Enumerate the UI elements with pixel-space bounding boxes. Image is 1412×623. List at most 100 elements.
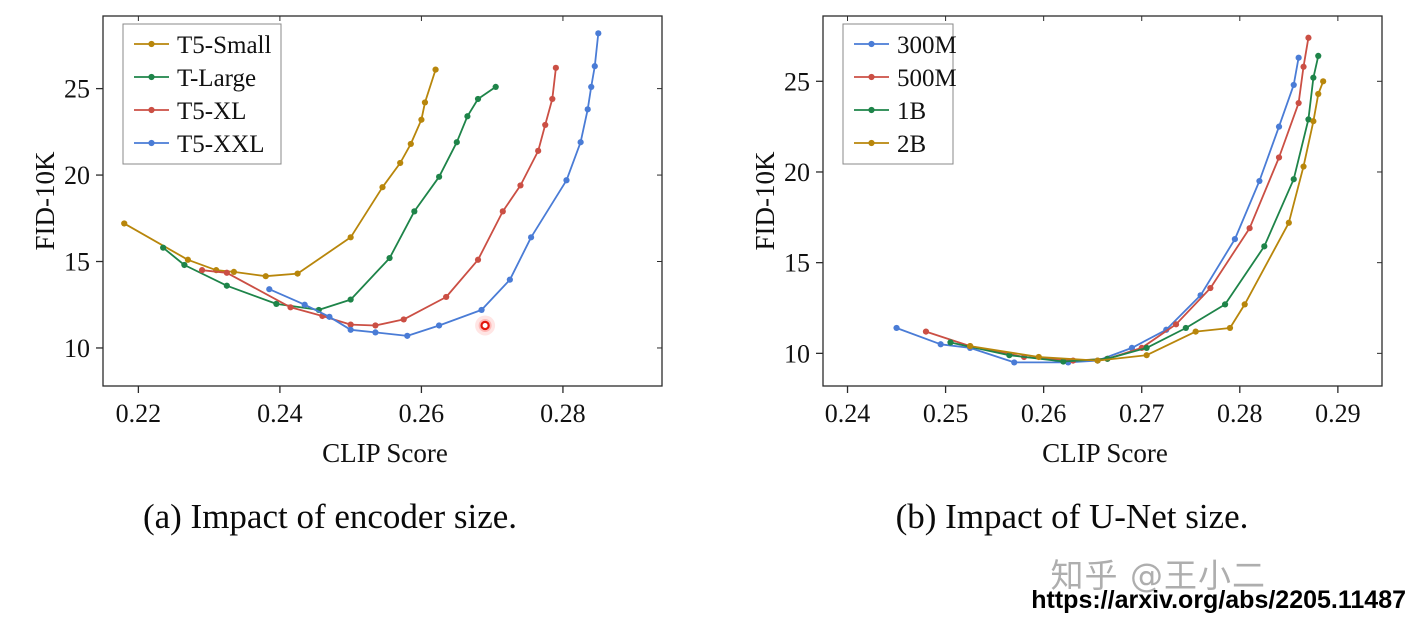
data-point-t5-xxl xyxy=(591,63,598,70)
legend-marker xyxy=(148,106,155,114)
data-point-t5-small xyxy=(397,159,404,167)
data-point-t5-xl xyxy=(549,95,556,103)
data-point-t5-small xyxy=(418,116,425,123)
data-point-500m xyxy=(1275,154,1283,161)
y-tick-label: 20 xyxy=(784,158,810,187)
data-point-t-large xyxy=(347,296,354,303)
data-point-300m xyxy=(893,324,900,332)
legend-marker xyxy=(868,139,875,147)
data-point-300m xyxy=(1290,81,1297,89)
data-point-300m xyxy=(1231,235,1238,243)
data-point-1b xyxy=(1305,116,1312,123)
series-line-1b xyxy=(950,55,1320,363)
data-point-500m xyxy=(922,328,930,335)
data-point-t5-xxl xyxy=(372,329,379,336)
data-point-t5-xxl xyxy=(506,276,513,283)
y-tick-label: 20 xyxy=(64,161,90,190)
chart-encoder-size: FID-10K CLIP Score 0.22 0.24 0.26 0.28 10 15 2… xyxy=(28,4,678,474)
data-point-2b xyxy=(1315,90,1322,98)
caption-unet-size: (b) Impact of U-Net size. xyxy=(895,497,1249,536)
data-point-t5-xl xyxy=(198,267,206,274)
data-point-t5-small xyxy=(432,66,439,73)
data-point-2b xyxy=(1320,78,1327,85)
plot-border xyxy=(102,15,663,387)
x-tick-label: 0.25 xyxy=(923,399,969,428)
legend-marker xyxy=(148,40,155,48)
data-point-500m xyxy=(1295,99,1302,107)
y-tick-label: 25 xyxy=(64,75,90,104)
data-point-500m xyxy=(1305,34,1312,41)
data-point-1b xyxy=(947,339,954,346)
data-point-t-large xyxy=(436,173,443,180)
data-point-t5-xl xyxy=(372,322,379,329)
data-point-t-large xyxy=(492,83,499,90)
legend-label-t5-xl: T5-XL xyxy=(177,98,246,125)
data-point-2b xyxy=(1192,328,1199,335)
data-point-2b xyxy=(1226,324,1234,332)
data-point-t5-xl xyxy=(542,121,549,129)
highlight-marker xyxy=(480,320,490,331)
data-point-300m xyxy=(1128,344,1136,352)
legend-label-t-large: T-Large xyxy=(177,65,256,92)
x-tick-label: 0.26 xyxy=(399,399,445,428)
data-point-t5-xxl xyxy=(301,301,308,308)
data-point-t5-xxl xyxy=(404,332,411,339)
data-point-300m xyxy=(1011,359,1018,366)
series-line-300m xyxy=(896,57,1300,364)
data-point-t5-small xyxy=(379,184,386,191)
data-point-2b xyxy=(1300,163,1307,170)
data-point-t5-xl xyxy=(400,316,407,323)
plot-border xyxy=(822,15,1383,387)
data-point-1b xyxy=(1143,344,1150,352)
data-point-t5-xl xyxy=(223,269,230,276)
data-point-300m xyxy=(1295,54,1302,61)
legend-marker xyxy=(868,73,875,81)
data-point-t5-xl xyxy=(347,321,354,328)
data-point-t5-small xyxy=(421,99,429,106)
data-point-2b xyxy=(1310,118,1317,125)
x-tick-label: 0.28 xyxy=(1217,399,1263,428)
x-tick-label: 0.24 xyxy=(257,399,303,428)
x-axis-label: CLIP Score xyxy=(322,438,448,468)
x-tick-label: 0.26 xyxy=(1021,399,1067,428)
data-point-2b xyxy=(1094,357,1101,364)
data-point-500m xyxy=(1246,225,1253,232)
data-point-t-large xyxy=(386,254,393,262)
x-tick-label: 0.22 xyxy=(116,399,162,428)
chart-unet-size: FID-10K CLIP Score 0.24 0.25 0.26 0.27 0.28 0… xyxy=(748,4,1398,474)
data-point-t-large xyxy=(273,300,280,307)
data-point-1b xyxy=(1182,324,1189,332)
data-point-2b xyxy=(1143,352,1150,359)
data-point-t5-xl xyxy=(474,256,482,263)
data-point-t5-xl xyxy=(517,182,524,189)
data-point-t5-xl xyxy=(499,208,506,215)
data-point-t5-xl xyxy=(535,147,542,154)
data-point-t5-small xyxy=(294,270,301,277)
data-point-t5-xxl xyxy=(563,177,570,184)
source-url-text: https://arxiv.org/abs/2205.11487 xyxy=(1031,586,1406,614)
data-point-t5-xxl xyxy=(577,139,584,146)
data-point-2b xyxy=(1241,301,1248,308)
y-tick-label: 15 xyxy=(784,249,810,278)
y-axis-label: FID-10K xyxy=(750,151,780,250)
x-tick-label: 0.24 xyxy=(825,399,871,428)
data-point-t5-small xyxy=(262,273,269,280)
legend-marker xyxy=(868,40,875,48)
x-tick-label: 0.29 xyxy=(1315,399,1361,428)
legend-marker xyxy=(148,139,155,147)
data-point-t-large xyxy=(453,139,460,146)
legend-label-500m: 500M xyxy=(897,65,957,92)
data-point-500m xyxy=(1300,63,1307,70)
data-point-t5-small xyxy=(184,256,192,263)
data-point-t5-small xyxy=(230,268,238,275)
y-tick-label: 25 xyxy=(784,67,810,96)
data-point-t5-xxl xyxy=(326,313,333,320)
series-line-t5-xxl xyxy=(268,33,600,337)
data-point-t-large xyxy=(474,95,482,103)
data-point-1b xyxy=(1290,176,1297,183)
legend-box xyxy=(842,23,954,165)
data-point-300m xyxy=(937,341,944,348)
data-point-t5-xxl xyxy=(266,286,273,293)
data-point-t5-xxl xyxy=(347,326,354,333)
x-axis-label: CLIP Score xyxy=(1042,438,1168,468)
